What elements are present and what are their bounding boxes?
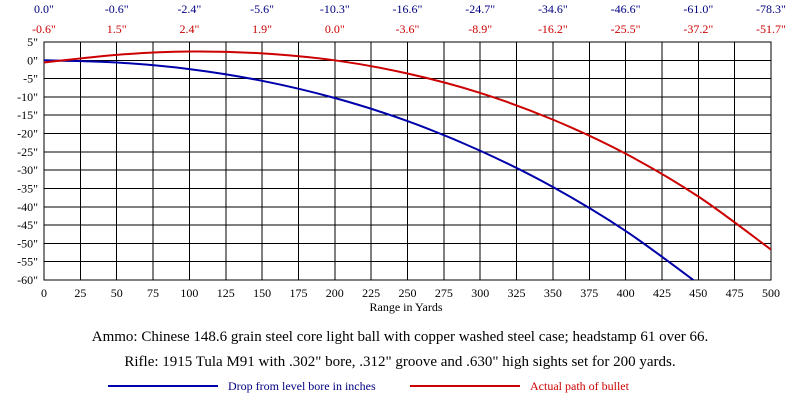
drop-series-line xyxy=(44,59,696,280)
x-tick-label: 325 xyxy=(508,286,526,300)
x-tick-label: 100 xyxy=(180,286,198,300)
legend-drop: Drop from level bore in inches xyxy=(108,378,376,394)
x-tick-label: 350 xyxy=(544,286,562,300)
x-tick-label: 475 xyxy=(726,286,744,300)
trajectory-chart: 5" 0" -5" -10" -15" -20" -25" -30" -35" -40" -45" -… xyxy=(17,2,786,314)
top-drop-value: 0.0" xyxy=(34,2,54,16)
x-tick-label: 425 xyxy=(653,286,671,300)
x-tick-label: 500 xyxy=(762,286,780,300)
x-tick-label: 175 xyxy=(289,286,307,300)
y-tick-label: -5" xyxy=(23,72,38,86)
top-drop-value: -10.3" xyxy=(320,2,350,16)
x-tick-label: 0 xyxy=(41,286,47,300)
y-tick-label: -15" xyxy=(17,108,38,122)
top-drop-value: -34.6" xyxy=(538,2,568,16)
top-drop-value: -5.6" xyxy=(250,2,274,16)
top-path-value: -8.9" xyxy=(468,22,492,36)
top-path-value: -51.7" xyxy=(756,22,786,36)
top-path-value: 2.4" xyxy=(179,22,199,36)
legend-path: Actual path of bullet xyxy=(410,378,629,394)
grid xyxy=(43,41,772,281)
y-tick-label: -55" xyxy=(17,255,38,269)
x-tick-label: 450 xyxy=(689,286,707,300)
top-path-value: -0.6" xyxy=(32,22,56,36)
legend-red-swatch xyxy=(410,385,520,387)
top-path-value: 0.0" xyxy=(325,22,345,36)
x-tick-label: 250 xyxy=(399,286,417,300)
top-path-value: -25.5" xyxy=(611,22,641,36)
top-path-value: -3.6" xyxy=(396,22,420,36)
top-drop-value: -78.3" xyxy=(756,2,786,16)
x-tick-label: 200 xyxy=(326,286,344,300)
y-tick-label: -60" xyxy=(17,273,38,287)
y-tick-label: -25" xyxy=(17,145,38,159)
axes xyxy=(43,41,772,281)
top-drop-value: -46.6" xyxy=(611,2,641,16)
y-tick-label: -20" xyxy=(17,127,38,141)
top-drop-value: -61.0" xyxy=(683,2,713,16)
x-tick-label: 375 xyxy=(580,286,598,300)
x-tick-label: 75 xyxy=(147,286,159,300)
y-tick-label: 0" xyxy=(27,53,38,67)
plot-frame xyxy=(43,41,772,281)
y-tick-label: -30" xyxy=(17,163,38,177)
bullet-path-series-line xyxy=(44,50,771,251)
top-drop-value: -0.6" xyxy=(105,2,129,16)
ammo-caption: Ammo: Chinese 148.6 grain steel core lig… xyxy=(91,329,709,345)
x-axis-label: Range in Yards xyxy=(369,300,442,314)
x-tick-label: 400 xyxy=(617,286,635,300)
x-tick-label: 25 xyxy=(74,286,86,300)
top-path-value: 1.9" xyxy=(252,22,272,36)
top-drop-value: -16.6" xyxy=(393,2,423,16)
y-tick-label: 5" xyxy=(27,35,38,49)
tick-labels: 5" 0" -5" -10" -15" -20" -25" -30" -35" -40" -45" -… xyxy=(17,2,786,300)
x-tick-label: 125 xyxy=(217,286,235,300)
x-tick-label: 150 xyxy=(253,286,271,300)
y-tick-label: -10" xyxy=(17,90,38,104)
legend-blue-swatch xyxy=(108,385,218,387)
series-lines xyxy=(44,50,771,280)
legend-red-label: Actual path of bullet xyxy=(530,378,629,393)
top-path-value: -16.2" xyxy=(538,22,568,36)
top-path-value: -37.2" xyxy=(683,22,713,36)
top-path-value: 1.5" xyxy=(107,22,127,36)
legend-blue-label: Drop from level bore in inches xyxy=(228,378,376,393)
top-drop-value: -2.4" xyxy=(177,2,201,16)
y-tick-label: -45" xyxy=(17,218,38,232)
x-tick-label: 225 xyxy=(362,286,380,300)
top-drop-value: -24.7" xyxy=(465,2,495,16)
x-tick-label: 300 xyxy=(471,286,489,300)
x-tick-label: 50 xyxy=(111,286,123,300)
y-tick-label: -35" xyxy=(17,181,38,195)
x-tick-label: 275 xyxy=(435,286,453,300)
rifle-caption: Rifle: 1915 Tula M91 with .302" bore, .3… xyxy=(124,354,676,370)
y-tick-label: -40" xyxy=(17,200,38,214)
y-tick-label: -50" xyxy=(17,236,38,250)
